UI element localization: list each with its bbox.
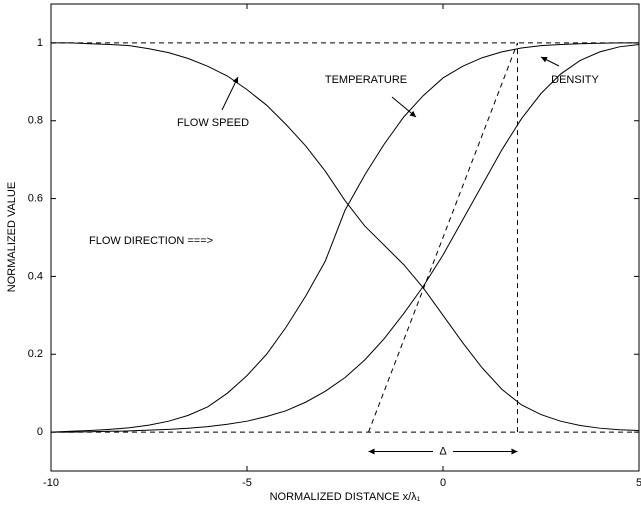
x-axis-label: NORMALIZED DISTANCE x/λ₁ (270, 491, 421, 503)
series-annotation: FLOW SPEED (177, 117, 249, 129)
x-tick-label: 0 (440, 477, 446, 489)
x-tick-label: -5 (242, 477, 252, 489)
annotation: FLOW DIRECTION ===> (89, 235, 213, 247)
reference-line (368, 42, 518, 433)
series-line (51, 43, 640, 433)
series-annotation: DENSITY (551, 74, 599, 86)
y-tick-label: 0.4 (28, 270, 43, 282)
y-tick-label: 0.8 (28, 115, 43, 127)
annotation-arrow (540, 56, 560, 67)
y-axis-label: NORMALIZED VALUE (6, 182, 18, 292)
y-tick-label: 0.6 (28, 192, 43, 204)
annotation-arrow (221, 76, 239, 111)
series-line (50, 42, 639, 433)
annotation-arrow (391, 96, 417, 118)
y-tick-label: 1 (37, 37, 43, 49)
y-tick-label: 0.2 (28, 348, 43, 360)
x-tick-label: -10 (43, 477, 59, 489)
plot-frame (50, 3, 640, 472)
series-annotation: TEMPERATURE (325, 74, 407, 86)
series-line (51, 42, 640, 432)
x-tick-label: 5 (636, 477, 641, 489)
delta-label-bg (433, 444, 453, 459)
delta-label: Δ (439, 445, 447, 457)
y-tick-label: 0 (37, 426, 43, 438)
